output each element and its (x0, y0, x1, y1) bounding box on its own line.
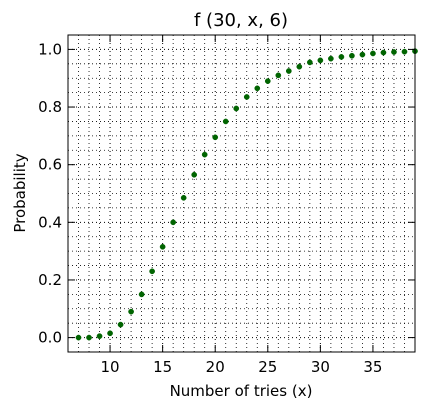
data-point (96, 333, 103, 339)
ticks: 10 15 20 25 30 35 0.0 0.2 0.4 0.6 0.8 1.0 (38, 35, 415, 376)
data-point (275, 72, 282, 79)
data-point (107, 330, 113, 337)
data-point (254, 85, 261, 92)
data-point (264, 78, 271, 84)
data-point (180, 194, 187, 201)
data-point (191, 171, 198, 178)
data-point (349, 52, 355, 59)
data-point (222, 118, 229, 125)
data-point (170, 219, 177, 226)
x-tick-label: 20 (206, 358, 225, 376)
data-point (370, 50, 376, 57)
y-tick-label: 0.2 (38, 271, 62, 289)
data-point (296, 63, 303, 70)
x-tick-label: 15 (153, 358, 172, 376)
data-point (233, 105, 240, 112)
y-tick-label: 1.0 (38, 40, 62, 58)
x-tick-label: 10 (101, 358, 120, 376)
chart-title: f (30, x, 6) (194, 10, 288, 31)
data-point (149, 268, 155, 275)
data-point (138, 291, 145, 298)
y-tick-label: 0.0 (38, 329, 62, 347)
x-tick-label: 30 (311, 358, 330, 376)
plot-frame (67, 34, 416, 353)
data-point (391, 49, 397, 55)
data-point (380, 49, 387, 56)
data-point (212, 134, 219, 141)
y-tick-label: 0.8 (38, 98, 62, 116)
data-points (75, 48, 418, 341)
data-point (201, 151, 208, 158)
data-point (317, 57, 324, 64)
data-point (401, 48, 408, 55)
y-tick-label: 0.4 (38, 213, 62, 231)
x-tick-label: 25 (258, 358, 277, 376)
data-point (285, 68, 292, 74)
y-axis-label: Probability (11, 153, 29, 232)
data-point (75, 334, 82, 341)
data-point (328, 55, 334, 62)
data-point (159, 243, 166, 250)
data-point (86, 334, 92, 341)
data-point (117, 321, 124, 328)
data-point (306, 59, 313, 66)
data-point (338, 54, 345, 60)
y-tick-label: 0.6 (38, 156, 62, 174)
x-axis-label: Number of tries (x) (170, 382, 313, 400)
data-point (128, 308, 134, 315)
data-point (359, 51, 366, 58)
x-tick-label: 35 (363, 358, 382, 376)
grid (67, 35, 416, 352)
data-point (243, 94, 250, 100)
